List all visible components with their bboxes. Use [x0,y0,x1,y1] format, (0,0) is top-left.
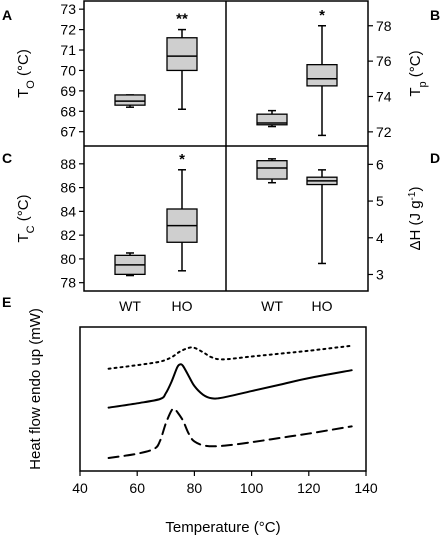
panel-d-box-wt [256,158,288,184]
panel-b-ytick-label: 76 [376,53,392,69]
panel-d-xtick-label-wt: WT [261,298,283,314]
panel-e-xlabel: Temperature (°C) [165,519,280,536]
panel-d-box-ho [306,169,338,265]
panel-a-ylabel-main: T [15,89,32,98]
panel-e-xtick-label: 120 [297,480,321,496]
panel-b-ylabel-main: T [407,87,424,96]
panel-b-box-wt [256,109,288,128]
panel-e-series-dotted [107,344,353,370]
panel-c-letter: C [2,150,12,166]
panel-c-ytick-label: 82 [60,227,76,243]
panel-e-ylabel: Heat flow endo up (mW) [27,308,44,470]
panel-a-ytick-label: 70 [60,62,76,78]
panel-d-ytick-label: 5 [376,193,384,209]
panel-a-ylabel: TO (°C) [15,49,37,98]
panel-a-box-ho-iqr [166,37,198,72]
panel-e-series-solid [107,363,353,409]
panel-e-frame [79,326,367,472]
panel-c-ytick-label: 86 [60,180,76,196]
panel-a-box-wt-iqr [114,94,146,106]
panel-d-ytick-label: 4 [376,230,384,246]
panel-b-box-ho-iqr [306,64,338,87]
panel-e-xtick-label: 60 [129,480,145,496]
panel-c-ytick-label: 84 [60,203,76,219]
panel-d-ylabel: ΔH (J g-1) [407,187,425,251]
panel-c-ylabel-main: T [15,233,32,242]
panel-b-letter: B [430,7,440,23]
panel-d-xtick-label-ho: HO [312,298,333,314]
panel-a-ytick-label: 67 [60,124,76,140]
panel-b-ylabel-sub: p [417,81,429,87]
panel-a-box-ho-significance: ** [176,11,188,28]
panel-c-box-ho-significance: * [179,151,185,168]
panel-b-box-ho: * [306,7,338,137]
panel-e-xtick-label: 100 [240,480,264,496]
panel-c-ytick-label: 80 [60,251,76,267]
panel-d-ytick-label: 3 [376,266,384,282]
panel-a-box-ho: ** [166,11,198,110]
panel-d-letter: D [430,150,440,166]
panel-a-ytick-label: 72 [60,22,76,38]
panel-a-ytick-label: 73 [60,1,76,17]
panel-a-box-wt [114,94,146,108]
panel-d-ylabel-end: ) [407,187,424,192]
panel-a-ytick-label: 71 [60,42,76,58]
panel-e: E 40 60 80 100 120 140 Temperature (°C) Heat flo… [2,294,378,536]
panel-c-xtick-label-ho: HO [172,298,193,314]
panel-c-ytick-label: 88 [60,156,76,172]
panel-b-ylabel-unit: (°C) [407,50,424,81]
grid-frame [83,0,369,292]
panel-a-letter: A [2,7,12,23]
panel-e-letter: E [2,294,11,310]
panel-a: A 67 68 69 70 71 72 73 TO (°C) ** [2,1,198,140]
panel-a-ytick-label: 69 [60,83,76,99]
panel-e-series-dashed [107,407,353,460]
panel-a-ylabel-unit: (°C) [15,49,32,80]
panel-b-box-ho-significance: * [319,7,325,24]
panel-c-ylabel: TC (°C) [15,194,37,242]
panel-d-ylabel-main: ΔH (J g [407,200,424,250]
panel-e-xtick-label: 40 [72,480,88,496]
panel-c-xtick-label-wt: WT [119,298,141,314]
panel-d: D 3 4 5 6 ΔH (J g-1) WT HO [256,150,440,314]
panel-a-ylabel-sub: O [25,80,37,89]
panel-d-box-wt-iqr [256,160,288,180]
panel-b-ytick-label: 72 [376,124,392,140]
panel-a-ytick-label: 68 [60,103,76,119]
panel-c-box-wt [114,252,146,277]
panel-c-ylabel-sub: C [25,225,37,233]
panel-b-box-wt-iqr [256,113,288,126]
panel-c-ylabel-unit: (°C) [15,194,32,225]
panel-b-ytick-label: 74 [376,88,392,104]
panel-d-ylabel-sup: -1 [407,191,418,200]
panel-c-ytick-label: 78 [60,275,76,291]
panel-c-box-ho: * [166,151,198,272]
panel-e-xtick-label: 80 [187,480,203,496]
panel-b-ytick-label: 78 [376,18,392,34]
panel-b-ylabel: Tp (°C) [407,50,429,96]
panel-b: B 72 74 76 78 Tp (°C) * [256,7,440,140]
panel-d-ytick-label: 6 [376,156,384,172]
panel-e-xtick-label: 140 [354,480,378,496]
